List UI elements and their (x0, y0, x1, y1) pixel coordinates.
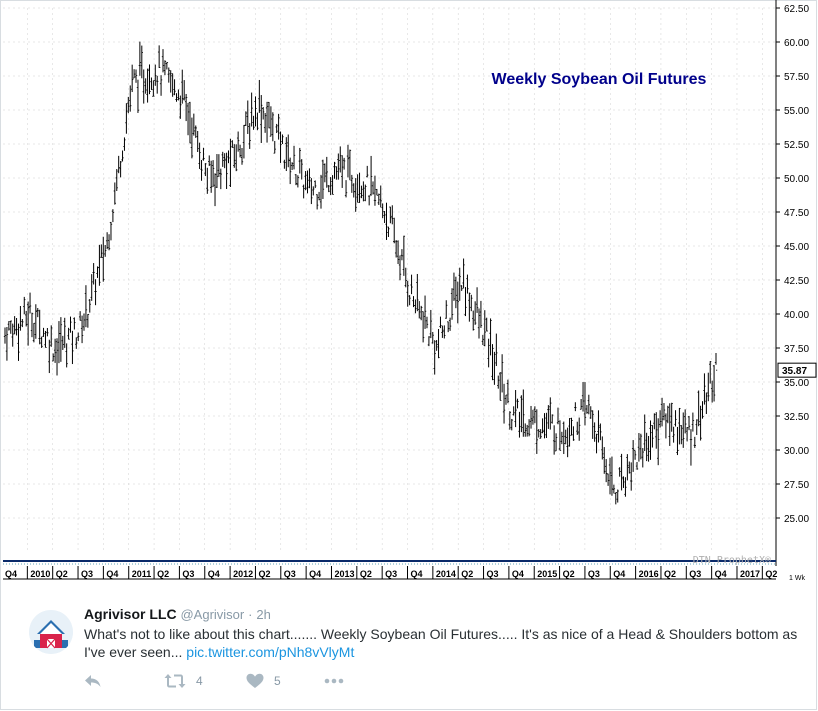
x-tick-label: 2013 (334, 569, 354, 579)
x-tick-label: 2015 (537, 569, 557, 579)
author-handle[interactable]: @Agrivisor (180, 607, 245, 622)
like-button[interactable]: 5 (246, 672, 281, 690)
x-tick-label: Q3 (588, 569, 600, 579)
chart-gridlines (3, 7, 776, 552)
y-tick-label: 32.50 (784, 412, 809, 423)
x-tick-label: Q3 (284, 569, 296, 579)
chart-image[interactable]: 25.00 27.50 30.00 32.50 35.00 37.50 40.00 42.50… (3, 0, 818, 588)
last-price-label: 35.87 (782, 366, 807, 377)
tweet-header: Agrivisor LLC @Agrivisor · 2h (84, 606, 271, 622)
tweet-media-link[interactable]: pic.twitter.com/pNh8vVlyMt (186, 644, 355, 660)
x-tick-label: Q3 (689, 569, 701, 579)
like-count: 5 (274, 674, 281, 688)
heart-icon (246, 673, 264, 688)
tweet-text: What's not to like about this chart.....… (84, 625, 799, 661)
x-tick-label: Q2 (461, 569, 473, 579)
y-tick-label: 47.50 (784, 208, 809, 219)
y-tick-label: 62.50 (784, 4, 809, 15)
x-tick-label: Q2 (56, 569, 68, 579)
chart-watermark: DTN ProphetX® (693, 555, 772, 566)
x-tick-label: Q2 (258, 569, 270, 579)
retweet-icon (164, 674, 186, 688)
x-tick-label: Q3 (182, 569, 194, 579)
scale-label: 1 Wk (789, 575, 805, 582)
chart-axes: 25.00 27.50 30.00 32.50 35.00 37.50 40.00 42.50… (3, 0, 817, 580)
x-tick-label: Q2 (157, 569, 169, 579)
x-tick-label: Q2 (360, 569, 372, 579)
x-tick-label: Q4 (613, 569, 625, 579)
retweet-count: 4 (196, 674, 203, 688)
reply-icon (85, 675, 101, 687)
x-tick-label: Q4 (208, 569, 220, 579)
x-tick-label: 2014 (436, 569, 456, 579)
retweet-button[interactable]: 4 (164, 672, 203, 690)
y-tick-label: 40.00 (784, 310, 809, 321)
x-tick-label: Q4 (309, 569, 321, 579)
chart-title: Weekly Soybean Oil Futures (492, 71, 707, 88)
x-tick-label: 2010 (30, 569, 50, 579)
x-tick-label: Q4 (411, 569, 423, 579)
x-tick-label: Q3 (385, 569, 397, 579)
x-tick-label: 2016 (639, 569, 659, 579)
tweet-sep: · (248, 607, 253, 622)
y-tick-label: 45.00 (784, 242, 809, 253)
author-name[interactable]: Agrivisor LLC (84, 606, 177, 622)
price-chart: 25.00 27.50 30.00 32.50 35.00 37.50 40.00 42.50… (3, 0, 817, 582)
avatar[interactable] (29, 610, 73, 654)
y-tick-label: 57.50 (784, 72, 809, 83)
x-tick-label: Q3 (81, 569, 93, 579)
x-tick-label: Q4 (106, 569, 118, 579)
tweet-timestamp[interactable]: 2h (256, 607, 271, 622)
barn-logo-icon (29, 610, 73, 654)
x-tick-label: Q2 (563, 569, 575, 579)
x-tick-label: 2017 (740, 569, 760, 579)
y-tick-label: 35.00 (784, 378, 809, 389)
tweet-text-body: What's not to like about this chart.....… (84, 626, 798, 660)
x-tick-label: 2011 (132, 569, 152, 579)
y-tick-label: 27.50 (784, 480, 809, 491)
y-tick-label: 60.00 (784, 38, 809, 49)
price-bars (3, 41, 718, 505)
y-tick-label: 50.00 (784, 174, 809, 185)
y-tick-label: 30.00 (784, 446, 809, 457)
x-tick-label: 2012 (233, 569, 253, 579)
more-dots-icon (324, 678, 344, 684)
x-tick-label: Q4 (512, 569, 524, 579)
x-tick-label: Q4 (5, 569, 17, 579)
last-price-box (777, 362, 817, 378)
reply-button[interactable] (84, 672, 102, 690)
y-tick-label: 37.50 (784, 344, 809, 355)
x-tick-label: Q2 (765, 569, 777, 579)
x-tick-label: Q3 (487, 569, 499, 579)
y-tick-label: 55.00 (784, 106, 809, 117)
x-tick-label: Q4 (715, 569, 727, 579)
y-tick-label: 25.00 (784, 514, 809, 525)
y-tick-label: 42.50 (784, 276, 809, 287)
more-button[interactable] (324, 672, 344, 690)
y-tick-label: 52.50 (784, 140, 809, 151)
x-tick-label: Q2 (664, 569, 676, 579)
